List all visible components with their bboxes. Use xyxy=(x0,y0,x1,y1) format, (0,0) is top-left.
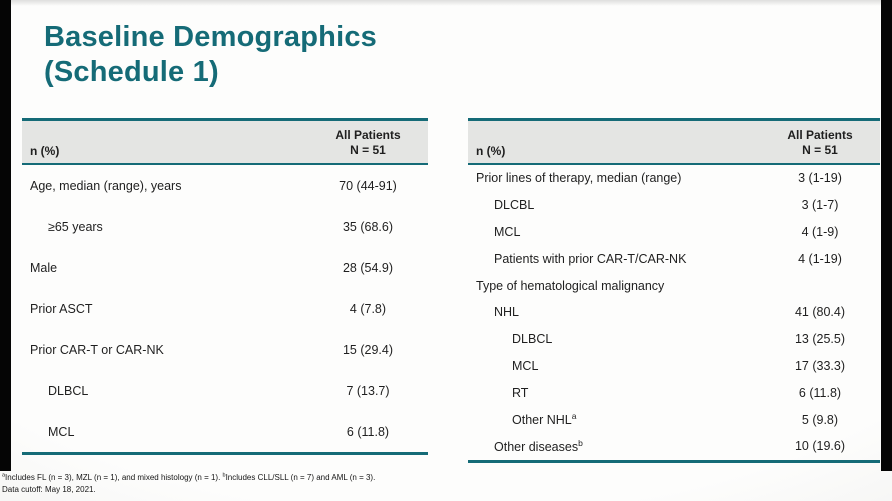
slide-title: Baseline Demographics (Schedule 1) xyxy=(44,20,377,91)
row-label: Prior lines of therapy, median (range) xyxy=(476,171,682,186)
table-row: MCL 17 (33.3) xyxy=(468,353,880,380)
row-label: Type of hematological malignancy xyxy=(476,278,665,293)
footnote-1: aIncludes FL (n = 3), MZL (n = 1), and m… xyxy=(2,472,890,484)
table-body-right: Prior lines of therapy, median (range) 3 … xyxy=(468,165,880,463)
table-row: MCL 4 (1-9) xyxy=(468,219,880,246)
header-all-patients: All Patients N = 51 xyxy=(760,128,880,158)
row-label: DLBCL xyxy=(512,332,553,347)
header-all-patients-line-1: All Patients xyxy=(335,128,401,142)
row-value: 70 (44-91) xyxy=(339,178,397,193)
footnote-marker-a: a xyxy=(571,411,577,422)
row-value: 3 (1-7) xyxy=(801,198,839,213)
row-value: 3 (1-19) xyxy=(798,171,842,186)
row-label: NHL xyxy=(494,305,520,320)
table-row: DLBCL 7 (13.7) xyxy=(22,370,428,411)
row-value: 4 (1-19) xyxy=(798,251,842,266)
row-value: 10 (19.6) xyxy=(794,439,846,454)
table-row: Prior ASCT 4 (7.8) xyxy=(22,288,428,329)
table-row: Other NHLa 5 (9.8) xyxy=(468,406,880,433)
table-row: Other diseasesb 10 (19.6) xyxy=(468,433,880,460)
row-value: 41 (80.4) xyxy=(794,305,846,320)
row-label: MCL xyxy=(512,358,539,373)
table-row: MCL 6 (11.8) xyxy=(22,411,428,452)
row-label: Male xyxy=(30,260,58,275)
table-row: Patients with prior CAR-T/CAR-NK 4 (1-19) xyxy=(468,245,880,272)
row-label: Patients with prior CAR-T/CAR-NK xyxy=(494,251,687,266)
footnotes: aIncludes FL (n = 3), MZL (n = 1), and m… xyxy=(2,472,890,495)
table-row: Prior CAR-T or CAR-NK 15 (29.4) xyxy=(22,329,428,370)
header-n-51: N = 51 xyxy=(802,143,838,157)
header-n-51: N = 51 xyxy=(350,143,386,157)
table-row: Age, median (range), years 70 (44-91) xyxy=(22,165,428,206)
row-label: Other diseasesb xyxy=(494,438,583,455)
footnote-marker-b: b xyxy=(222,472,226,479)
row-label: Prior ASCT xyxy=(30,301,93,316)
demographics-table-left: n (%) All Patients N = 51 Age, median (ra… xyxy=(22,118,428,455)
table-row: Type of hematological malignancy xyxy=(468,272,880,299)
row-value: 35 (68.6) xyxy=(342,219,394,234)
row-label: Age, median (range), years xyxy=(30,178,182,193)
row-value: 7 (13.7) xyxy=(346,383,390,398)
row-value: 4 (1-9) xyxy=(801,224,839,239)
table-body-left: Age, median (range), years 70 (44-91) ≥65 … xyxy=(22,165,428,455)
row-value: 6 (11.8) xyxy=(346,424,390,439)
letterbox-bar-left xyxy=(0,0,11,471)
table-row: DLCBL 3 (1-7) xyxy=(468,192,880,219)
row-label: ≥65 years xyxy=(48,219,103,234)
row-value: 28 (54.9) xyxy=(342,260,394,275)
table-row: DLBCL 13 (25.5) xyxy=(468,326,880,353)
row-label: Other NHLa xyxy=(512,411,577,428)
table-header-left: n (%) All Patients N = 51 xyxy=(22,118,428,165)
demographics-table-right: n (%) All Patients N = 51 Prior lines of … xyxy=(468,118,880,463)
row-label: RT xyxy=(512,385,529,400)
footnote-marker-a: a xyxy=(2,472,6,479)
footnote-2: Data cutoff: May 18, 2021. xyxy=(2,484,96,494)
letterbox-bar-right xyxy=(881,0,892,471)
row-value: 6 (11.8) xyxy=(798,385,842,400)
row-value: 4 (7.8) xyxy=(349,301,387,316)
slide-title-line-1: Baseline Demographics xyxy=(44,21,377,53)
row-label: DLCBL xyxy=(494,198,535,213)
row-value: 17 (33.3) xyxy=(794,358,846,373)
table-row: Male 28 (54.9) xyxy=(22,247,428,288)
header-all-patients-line-1: All Patients xyxy=(787,128,853,142)
table-row: RT 6 (11.8) xyxy=(468,379,880,406)
slide-title-line-2: (Schedule 1) xyxy=(44,56,219,89)
row-value: 15 (29.4) xyxy=(342,342,394,357)
video-top-shade xyxy=(0,0,892,6)
footnote-1-text-b: Includes CLL/SLL (n = 7) and AML (n = 3)… xyxy=(225,473,376,482)
row-value: 13 (25.5) xyxy=(794,332,846,347)
row-label: MCL xyxy=(48,424,75,439)
row-value: 5 (9.8) xyxy=(801,412,839,427)
header-n-percent: n (%) xyxy=(476,144,506,158)
row-label: Prior CAR-T or CAR-NK xyxy=(30,342,164,357)
table-row: NHL 41 (80.4) xyxy=(468,299,880,326)
header-n-percent: n (%) xyxy=(30,144,60,158)
table-row: Prior lines of therapy, median (range) 3 … xyxy=(468,165,880,192)
table-row: ≥65 years 35 (68.6) xyxy=(22,206,428,247)
row-label: MCL xyxy=(494,224,521,239)
footnote-marker-b: b xyxy=(578,438,583,449)
table-header-right: n (%) All Patients N = 51 xyxy=(468,118,880,165)
header-all-patients: All Patients N = 51 xyxy=(308,128,428,158)
footnote-1-text-a: Includes FL (n = 3), MZL (n = 1), and mi… xyxy=(5,473,223,482)
row-label: DLBCL xyxy=(48,383,89,398)
